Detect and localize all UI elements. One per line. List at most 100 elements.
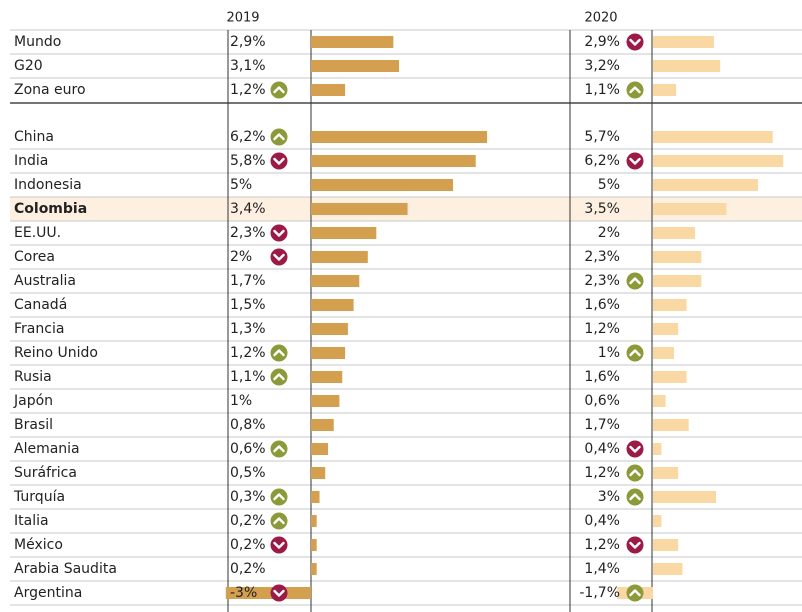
bar [311,419,334,431]
arrow-circle [270,344,288,362]
value-label: 1% [598,345,620,361]
category-label: Alemania [14,441,80,457]
arrow-chevron [629,493,641,501]
category-label: Rusia [14,369,52,385]
bar [311,36,394,48]
arrow-chevron [629,445,641,453]
arrow-circle [270,440,288,458]
value-label: 1,2% [230,82,266,98]
bar [653,203,727,215]
arrow-up [270,344,288,362]
bar [311,203,408,215]
arrow-chevron [273,589,285,597]
value-label: 2,3% [230,225,266,241]
bar [653,395,666,407]
value-label: 0,3% [230,489,266,505]
bar [311,84,346,96]
arrow-up [626,488,644,506]
series-header: 2020 [584,11,617,26]
bar [653,155,784,167]
value-label: 1,5% [230,297,266,313]
bar [653,275,702,287]
arrow-up [626,584,644,602]
bar [653,227,695,239]
bar [653,60,721,72]
bar [653,323,679,335]
arrow-chevron [273,157,285,165]
arrow-circle [626,440,644,458]
bar [311,60,400,72]
arrow-down [270,224,288,242]
value-label: 1% [230,393,252,409]
value-label: 5% [230,177,252,193]
bar [311,251,368,263]
arrow-down [270,536,288,554]
arrow-chevron [273,86,285,94]
value-label: 3% [598,489,620,505]
arrow-circle [626,536,644,554]
arrow-circle [270,128,288,146]
arrow-circle [270,152,288,170]
arrow-circle [626,152,644,170]
arrow-chevron [273,373,285,381]
value-label: -3% [230,585,257,601]
arrow-chevron [273,349,285,357]
value-label: 0,4% [584,513,620,529]
category-label: Zona euro [14,82,86,98]
category-label: Indonesia [14,177,82,193]
bar [653,539,679,551]
arrow-chevron [629,589,641,597]
bar [653,36,714,48]
arrow-circle [270,488,288,506]
value-label: 6,2% [230,129,266,145]
value-label: 0,2% [230,513,266,529]
value-label: 3,4% [230,201,266,217]
arrow-down [270,584,288,602]
bar [311,539,317,551]
arrow-up [270,512,288,530]
category-label: Arabia Saudita [14,561,117,577]
value-label: 1,2% [584,537,620,553]
arrow-chevron [629,469,641,477]
arrow-circle [626,33,644,51]
bar [653,251,702,263]
category-label: Australia [14,273,76,289]
arrow-down [626,536,644,554]
bar [653,491,716,503]
arrow-down [626,152,644,170]
bar [311,467,326,479]
arrow-up [270,368,288,386]
category-label: India [14,153,48,169]
arrow-chevron [629,541,641,549]
arrow-circle [626,464,644,482]
arrow-circle [626,488,644,506]
value-label: 1,3% [230,321,266,337]
arrow-up [270,440,288,458]
category-label: Japón [13,393,53,409]
arrow-chevron [273,253,285,261]
arrow-up [270,128,288,146]
arrow-circle [270,248,288,266]
arrow-circle [270,584,288,602]
arrow-circle [626,81,644,99]
arrow-up [270,488,288,506]
arrow-circle [270,536,288,554]
value-label: 1,6% [584,369,620,385]
arrow-chevron [273,493,285,501]
value-label: 0,5% [230,465,266,481]
bar [653,84,677,96]
bar [653,563,683,575]
value-label: 1,7% [230,273,266,289]
value-label: 1,6% [584,297,620,313]
category-label: China [14,129,54,145]
bar [653,467,679,479]
bar [311,179,453,191]
arrow-chevron [629,157,641,165]
value-label: 5% [598,177,620,193]
value-label: 3,5% [584,201,620,217]
bar [311,275,360,287]
category-label: G20 [14,58,43,74]
value-label: 0,2% [230,537,266,553]
value-label: 1,2% [584,465,620,481]
